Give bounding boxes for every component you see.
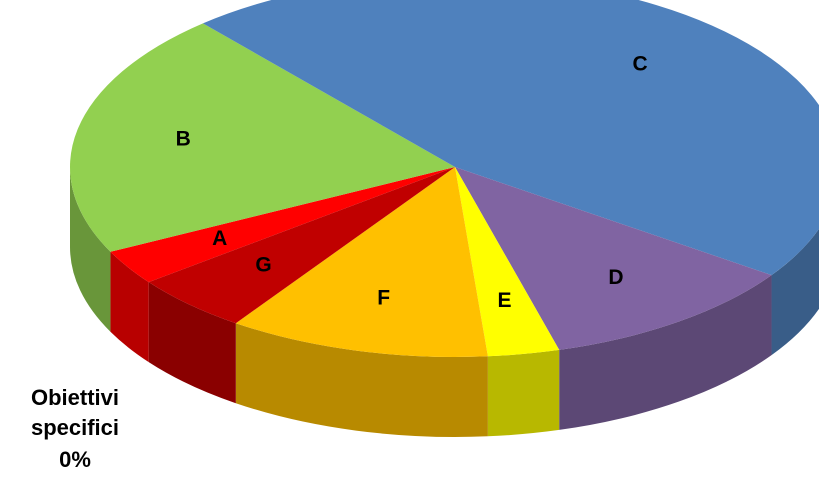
pie-slice-side: [110, 251, 149, 363]
pie-slice-side: [771, 228, 819, 356]
pie-sides: [70, 167, 819, 437]
pie-slice: [455, 167, 560, 357]
pie-slice: [148, 167, 455, 324]
slice-label: Obiettivi specifici: [30, 385, 120, 440]
pie-slice: [235, 167, 488, 358]
pie-slice: [202, 0, 819, 276]
pie-slice: [110, 167, 456, 283]
pie-slice-side: [559, 275, 772, 430]
pie-tops: [69, 0, 819, 358]
value-label: 0%: [59, 447, 91, 472]
slice-label: A: [212, 227, 227, 250]
pie-slice-side: [487, 349, 560, 437]
slice-label: F: [377, 287, 390, 310]
pie-slice: [69, 23, 455, 252]
pie-labels: A B C D E F G: [176, 53, 648, 312]
slice-label: E: [498, 289, 512, 312]
slice-label: C: [633, 53, 648, 76]
slice-label: D: [608, 266, 623, 289]
pie-slice-side: [70, 167, 111, 332]
pie-slice-side: [235, 323, 488, 437]
pie-slice: [455, 167, 772, 350]
pie-slice: [148, 167, 455, 283]
slice-label: B: [176, 128, 191, 151]
pie-slice-side: [148, 282, 236, 404]
slice-label: G: [255, 253, 271, 276]
